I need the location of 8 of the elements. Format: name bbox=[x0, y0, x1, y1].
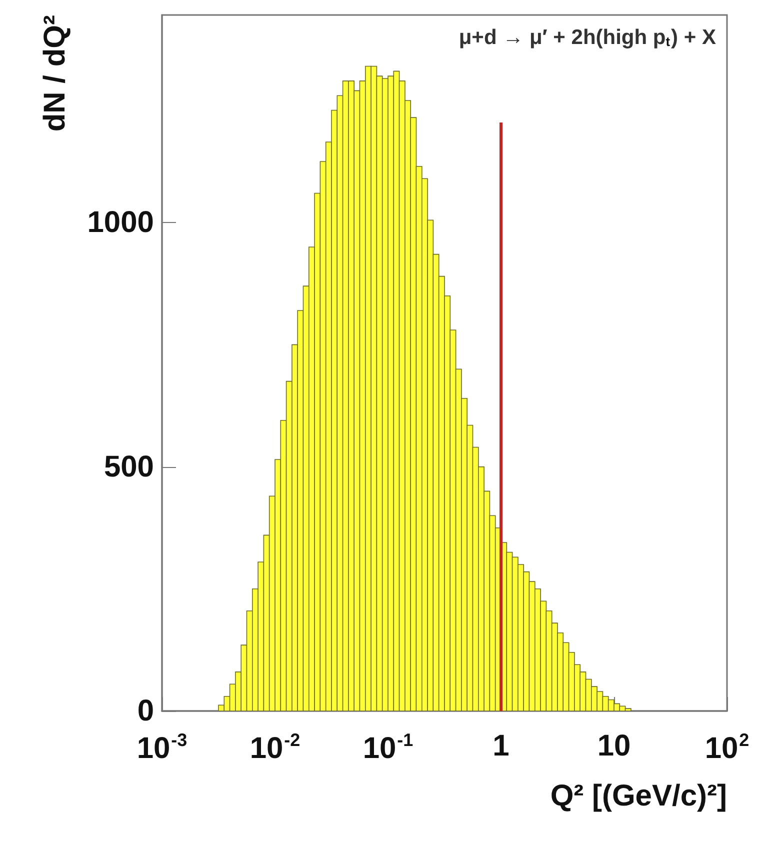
x-tick-label: 1 bbox=[492, 730, 510, 762]
y-tick-label: 1000 bbox=[87, 206, 154, 240]
x-tick-label: 10 bbox=[597, 730, 631, 762]
y-tick-label: 500 bbox=[104, 450, 154, 484]
y-tick-label: 0 bbox=[137, 694, 154, 728]
x-axis-title: Q² [(GeV/c)²] bbox=[550, 780, 727, 812]
annotation: μ+d → μ′ + 2h(high pt) + X bbox=[458, 26, 716, 49]
y-axis-title: dN / dQ² bbox=[38, 15, 72, 132]
